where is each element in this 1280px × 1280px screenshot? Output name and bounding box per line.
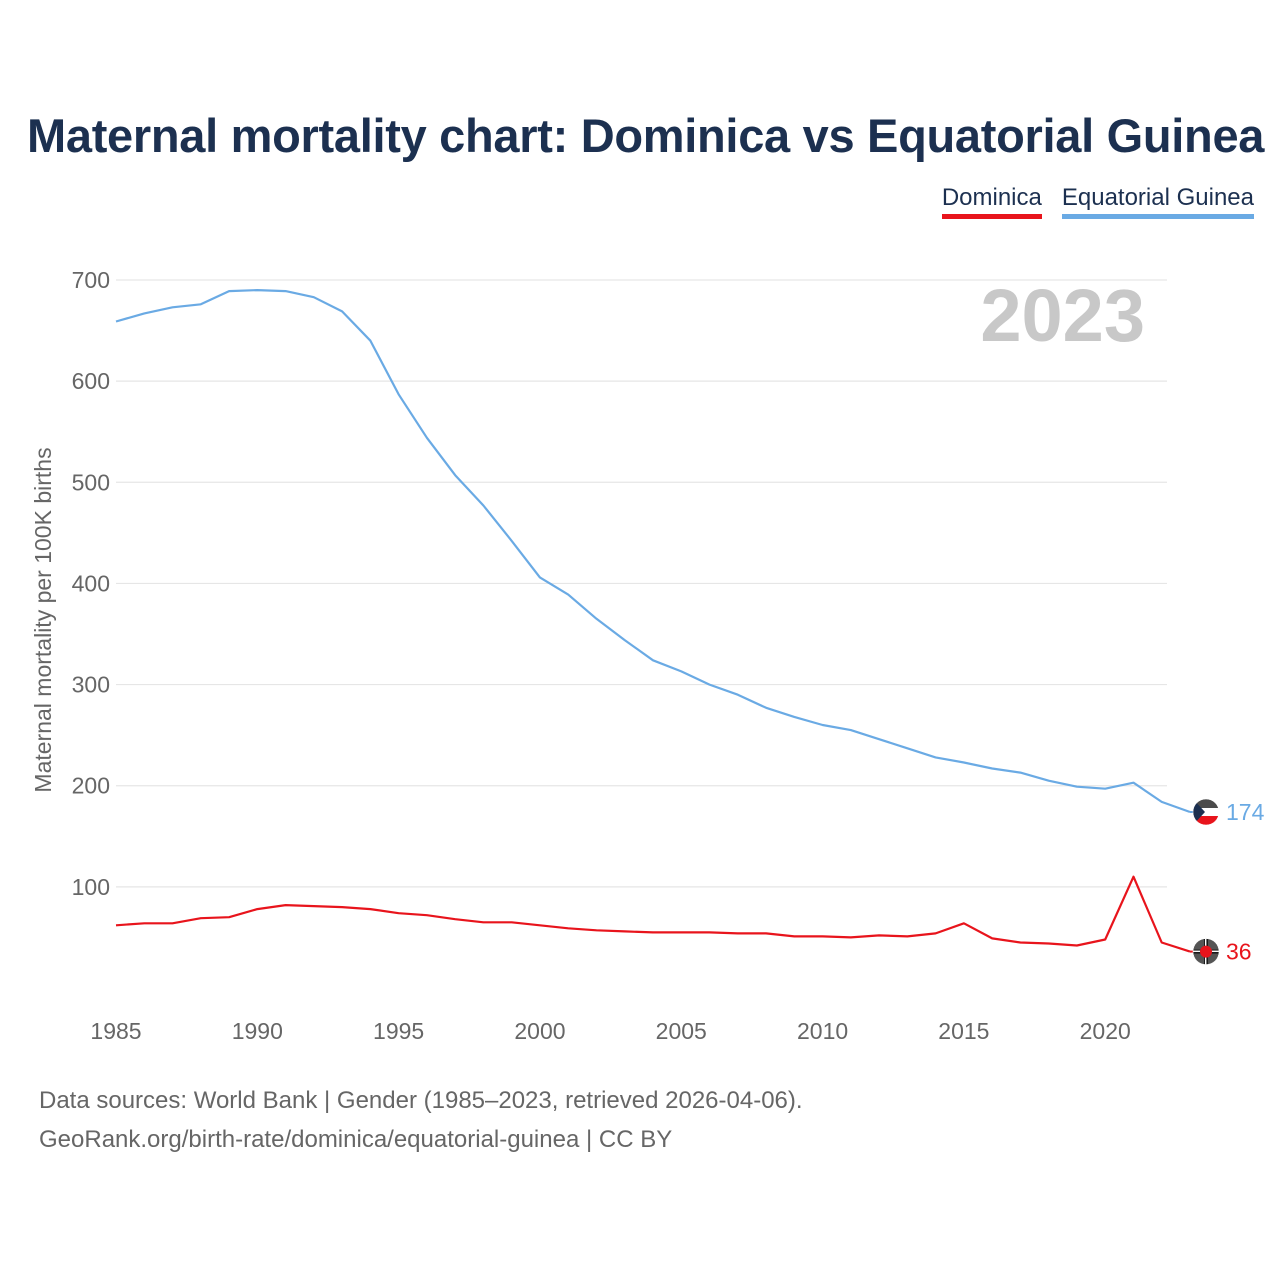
series-layer	[115, 289, 1191, 953]
grid-layer	[116, 279, 1167, 888]
x-tick-label: 2020	[1080, 1018, 1131, 1044]
y-tick-label: 400	[72, 570, 110, 596]
tick-layer: 100 200 300 400 500 600 700 1985 1990 1995 2000 200…	[72, 267, 1131, 1044]
x-tick-label: 1995	[373, 1018, 424, 1044]
y-tick-label: 500	[72, 469, 110, 495]
x-tick-label: 1990	[232, 1018, 283, 1044]
x-tick-label: 2010	[797, 1018, 848, 1044]
legend-item-dominica[interactable]: Dominica	[941, 183, 1042, 219]
legend-item-equatorial-guinea[interactable]: Equatorial Guinea	[1061, 183, 1254, 219]
y-tick-label: 300	[72, 672, 110, 698]
footer-sources: Data sources: World Bank | Gender (1985–…	[39, 1087, 803, 1114]
equatorial-guinea-flag-icon	[1190, 798, 1220, 826]
marker-layer: 36 174	[1190, 798, 1265, 965]
y-axis-label: Maternal mortality per 100K births	[30, 447, 56, 792]
dominica-flag-icon	[1190, 938, 1220, 965]
end-label-equatorial-guinea: 174	[1226, 799, 1265, 825]
chart-plot: 2023 Maternal mortality per 100K births …	[30, 267, 1265, 1044]
legend: Dominica Equatorial Guinea	[941, 183, 1254, 219]
x-tick-label: 1985	[90, 1018, 141, 1044]
y-tick-label: 600	[72, 368, 110, 394]
chart-title: Maternal mortality chart: Dominica vs Eq…	[27, 109, 1265, 162]
year-watermark: 2023	[980, 274, 1145, 357]
x-tick-label: 2015	[938, 1018, 989, 1044]
y-tick-label: 200	[72, 773, 110, 799]
footer-credit[interactable]: GeoRank.org/birth-rate/dominica/equatori…	[39, 1126, 673, 1153]
series-line-dominica	[115, 875, 1191, 953]
x-tick-label: 2005	[656, 1018, 707, 1044]
series-line-equatorial-guinea	[115, 289, 1191, 814]
y-tick-label: 100	[72, 874, 110, 900]
end-label-dominica: 36	[1226, 939, 1252, 965]
y-tick-label: 700	[72, 267, 110, 293]
x-tick-label: 2000	[514, 1018, 565, 1044]
